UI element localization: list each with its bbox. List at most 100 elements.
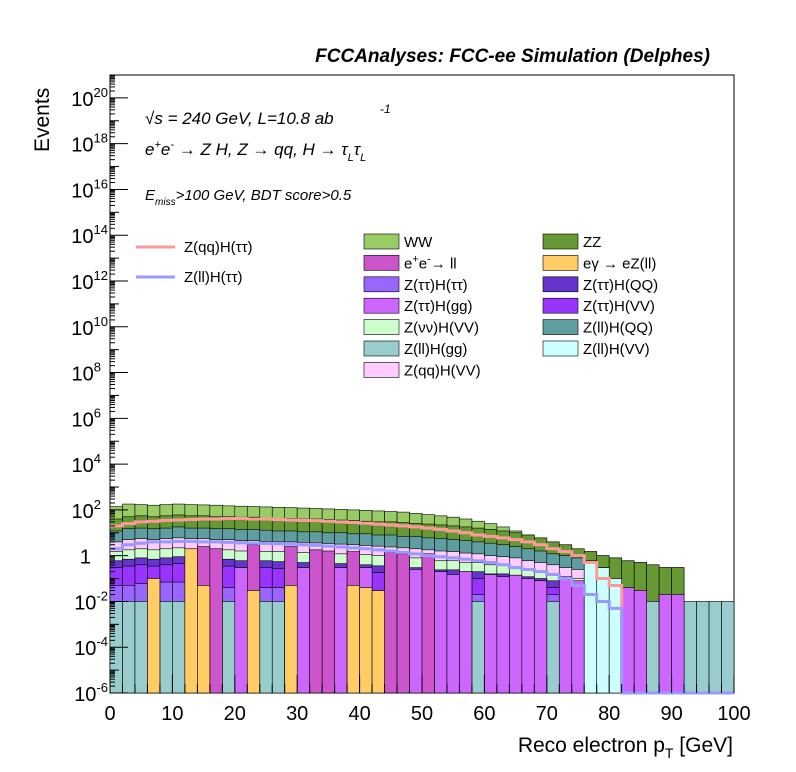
legend-label: Z(qq)H(VV)	[404, 362, 481, 379]
overlay-lines	[110, 517, 734, 695]
legend-label: ZZ	[583, 234, 601, 251]
x-tick-label: 40	[348, 703, 370, 725]
y-tick-label: 106	[72, 405, 101, 431]
legend-label: Z(ττ)H(VV)	[583, 298, 655, 315]
y-tick-label: 1014	[71, 222, 108, 248]
legend-label: WW	[404, 234, 433, 251]
histogram-bar	[334, 567, 348, 694]
x-tick-label: 60	[473, 703, 495, 725]
histogram-bar	[309, 549, 323, 694]
y-tick-label: 1012	[71, 268, 108, 294]
histogram-bar	[484, 574, 498, 694]
y-tick-label: 1	[80, 547, 91, 569]
histogram-bar	[571, 580, 585, 694]
legend-label: Z(ll)H(gg)	[404, 341, 467, 358]
legend-swatch	[542, 233, 579, 250]
legend-swatch	[363, 319, 400, 335]
histogram-bar	[459, 571, 473, 694]
y-tick-label: 1010	[71, 314, 108, 340]
x-tick-label: 50	[411, 703, 433, 725]
legend-label: Z(ll)H(VV)	[583, 341, 650, 358]
histogram-bar	[446, 574, 460, 694]
histogram-bar	[671, 594, 685, 694]
histogram-bar	[521, 578, 535, 694]
legend-label: Z(ττ)H(ττ)	[404, 277, 468, 294]
histogram-bar	[421, 553, 435, 694]
sqrt-s: s	[154, 109, 163, 128]
svg-text:e+e- → Z H, Z → qq, H → τLτL: e+e- → Z H, Z → qq, H → τLτL	[145, 139, 366, 164]
histogram-bar	[583, 562, 598, 694]
x-tick-label: 20	[224, 703, 246, 725]
histogram-bar	[721, 601, 735, 694]
y-tick-label: 108	[72, 360, 101, 386]
histogram-bar	[471, 601, 485, 694]
legend-swatch	[363, 362, 400, 378]
legend-swatch	[542, 276, 579, 293]
legend-label: Z(qq)H(ττ)	[184, 239, 253, 256]
histogram-bar	[259, 601, 273, 694]
legend-label: eγ → eZ(ll)	[583, 255, 656, 272]
legend-swatch	[542, 340, 579, 357]
legend-swatch	[542, 255, 579, 271]
histogram-bar	[296, 567, 310, 694]
legend-swatch	[542, 319, 579, 335]
histogram-bar	[234, 567, 248, 694]
y-tick-label: 1020	[71, 85, 108, 111]
y-tick-label: 104	[72, 451, 101, 477]
annotation-process: e+e- → Z H, Z → qq, H → τLτL	[145, 139, 366, 164]
histogram-bar	[658, 594, 672, 694]
histogram-bar	[409, 569, 423, 694]
x-axis-label: Reco electron pT [GeV]	[518, 734, 733, 761]
histogram-bar	[184, 548, 198, 694]
y-tick-label: 1016	[71, 176, 108, 202]
histogram-bar	[209, 548, 223, 694]
legend-label: Z(ττ)H(QQ)	[583, 277, 658, 294]
histogram-bar	[558, 578, 573, 694]
x-tick-label: 10	[161, 703, 183, 725]
legend-swatch	[363, 255, 400, 271]
histogram-bar	[271, 601, 286, 694]
svg-text:√s = 240 GeV, L=10.8 ab: √s = 240 GeV, L=10.8 ab	[145, 109, 334, 128]
legend: Z(qq)H(ττ) Z(ll)H(ττ) WW e+e-→ ll Z(ττ)H(ττ)…	[136, 233, 658, 379]
y-tick-label: 10-2	[74, 588, 108, 614]
svg-text:Emiss>100 GeV, BDT score>0.5: Emiss>100 GeV, BDT score>0.5	[145, 187, 352, 208]
sparse-histogram-fills	[147, 544, 685, 694]
histogram-bar	[346, 585, 360, 694]
legend-label: e+e-→ ll	[404, 253, 457, 272]
y-axis-ticks: 10-6 10-4 10-2 1 102 104 106 108 1010 1012 1014 101…	[71, 74, 128, 706]
legend-swatch	[363, 340, 400, 357]
histogram-bar	[172, 601, 186, 694]
histogram-bar	[534, 580, 548, 694]
histogram-bar	[284, 585, 298, 694]
x-tick-label: 100	[717, 703, 750, 725]
legend-label: Z(νν)H(VV)	[404, 320, 479, 337]
y-tick-label: 10-6	[74, 680, 108, 706]
y-tick-label: 1018	[71, 131, 108, 157]
histogram-bar	[683, 601, 697, 694]
histogram-bar	[596, 567, 610, 694]
histogram-bar	[371, 590, 385, 694]
histogram-bar	[509, 574, 523, 694]
y-tick-label: 10-4	[74, 634, 108, 660]
histogram-bar	[222, 601, 236, 694]
histogram-bar	[496, 576, 510, 694]
annotation-selection: Emiss>100 GeV, BDT score>0.5	[145, 187, 352, 208]
histogram-bar	[321, 550, 335, 694]
histogram-bar	[546, 601, 560, 694]
lumi-exponent: -1	[380, 102, 391, 116]
legend-label: Z(ll)H(ττ)	[184, 269, 243, 286]
histogram-bar	[708, 601, 722, 694]
y-tick-label: 102	[72, 497, 101, 523]
x-tick-label: 70	[536, 703, 558, 725]
histogram-bar	[147, 578, 161, 694]
energy-lumi: = 240 GeV, L=10.8 ab	[163, 109, 334, 128]
histogram-bar	[159, 601, 173, 694]
histogram-bar	[396, 553, 410, 694]
x-tick-label: 30	[286, 703, 308, 725]
legend-swatch	[363, 297, 400, 314]
sqrt-symbol: √	[145, 109, 155, 128]
legend-label: Z(ττ)H(gg)	[404, 298, 473, 315]
histogram-bar	[246, 590, 261, 694]
histogram-bar	[434, 571, 448, 694]
legend-swatch	[542, 297, 579, 314]
